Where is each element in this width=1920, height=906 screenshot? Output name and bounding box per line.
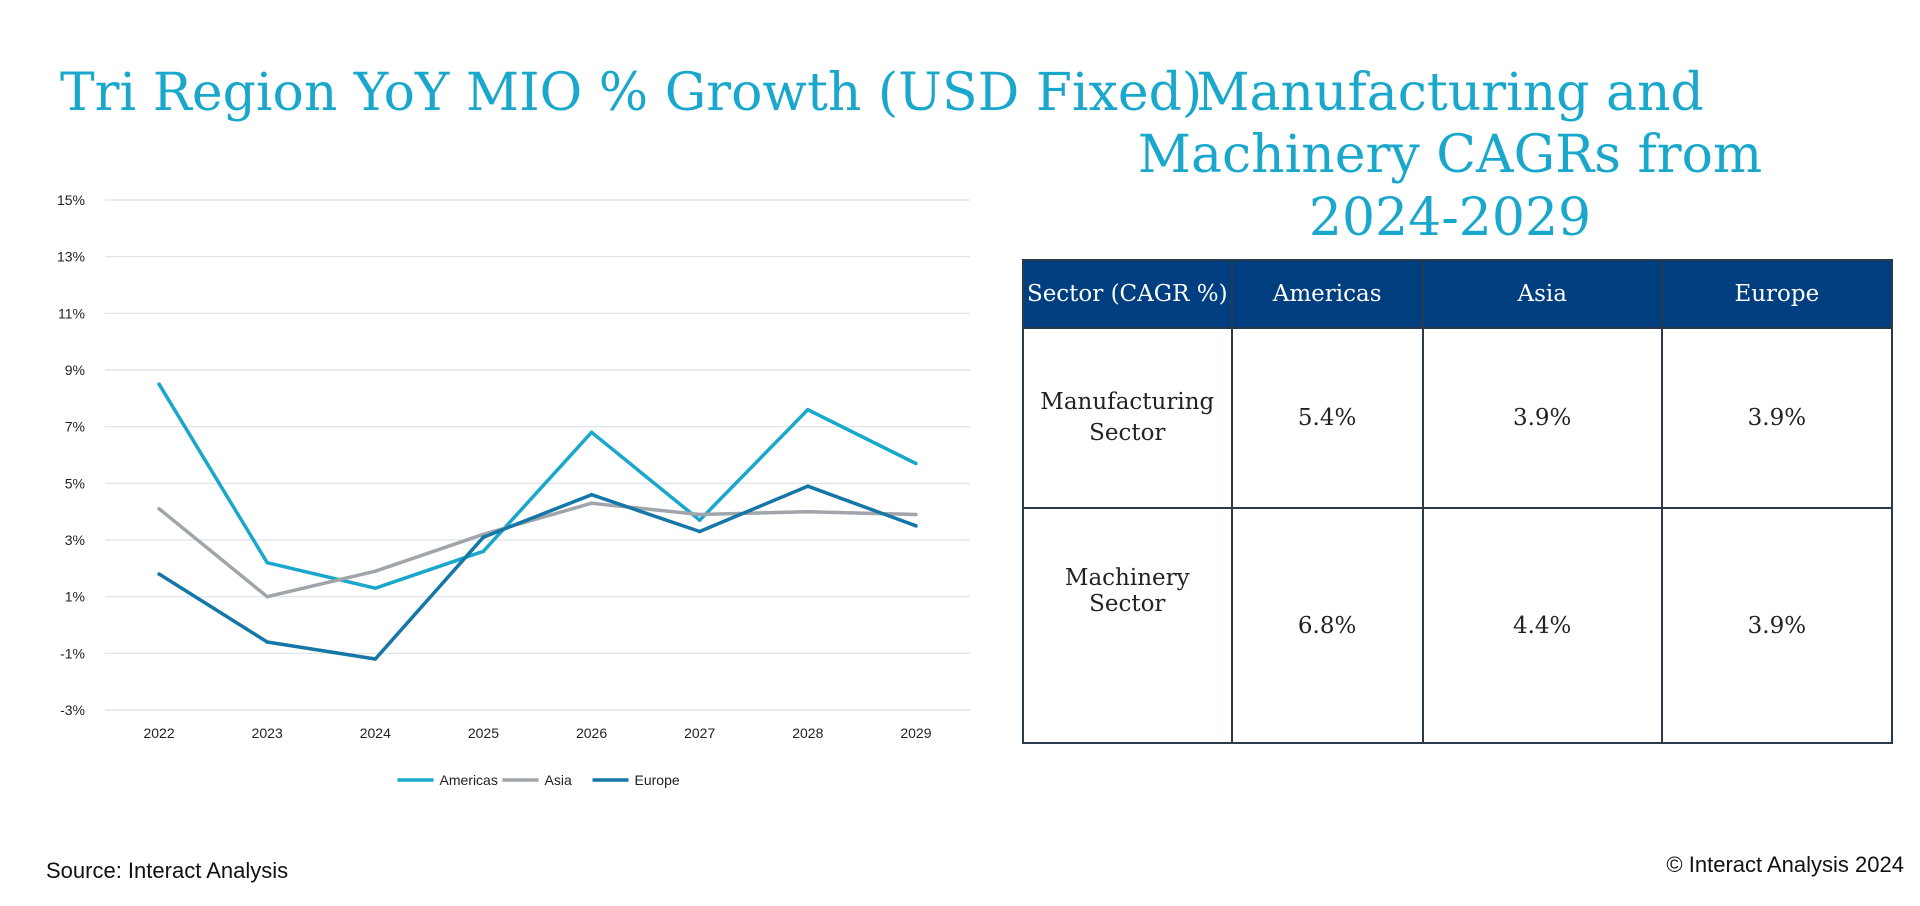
y-tick-label: 1% bbox=[65, 589, 85, 605]
series-line-asia bbox=[157, 501, 916, 599]
data-point bbox=[373, 569, 378, 573]
sector-label: Manufacturing Sector bbox=[1040, 388, 1215, 446]
data-point bbox=[806, 484, 810, 488]
data-point bbox=[481, 549, 486, 554]
series-line-europe bbox=[158, 484, 917, 661]
data-point bbox=[481, 535, 486, 539]
y-tick-label: 5% bbox=[65, 475, 85, 491]
data-point bbox=[157, 382, 161, 386]
table-row-manufacturing: Manufacturing Sector 5.4% 3.9% 3.9% bbox=[1022, 327, 1894, 509]
chart-title: Tri Region YoY MIO % Growth (USD Fixed) bbox=[60, 63, 1203, 123]
data-point bbox=[914, 461, 918, 466]
y-tick-label: -1% bbox=[60, 645, 85, 661]
data-point bbox=[265, 640, 269, 644]
y-tick-label: 3% bbox=[65, 532, 85, 548]
cell-europe: 3.9% bbox=[1660, 327, 1894, 509]
x-tick-label: 2024 bbox=[360, 725, 391, 741]
legend-label: Americas bbox=[440, 772, 498, 788]
cagr-table: Sector (CAGR %) Americas Asia Europe Man… bbox=[1022, 259, 1894, 744]
chart-series bbox=[157, 382, 918, 661]
chart-gridlines bbox=[105, 199, 970, 711]
y-tick-label: 9% bbox=[65, 362, 85, 378]
data-point bbox=[157, 507, 161, 511]
data-point bbox=[373, 586, 378, 590]
table-row-machinery: Machinery Sector 6.8% 4.4% 3.9% bbox=[1022, 507, 1894, 744]
x-axis-labels: 2022 2023 2024 2025 2026 2027 2028 2029 bbox=[143, 725, 931, 741]
y-tick-label: 15% bbox=[57, 192, 85, 208]
x-tick-label: 2029 bbox=[900, 725, 931, 741]
data-point bbox=[265, 594, 269, 599]
legend-label: Europe bbox=[635, 772, 680, 788]
data-point bbox=[914, 524, 918, 528]
data-point bbox=[697, 529, 702, 534]
legend-label: Asia bbox=[545, 772, 572, 788]
y-axis-labels: 15% 13% 11% 9% 7% 5% 3% 1% -1% -3% bbox=[57, 192, 85, 718]
x-tick-label: 2022 bbox=[143, 725, 174, 741]
cell-europe: 3.9% bbox=[1660, 507, 1894, 744]
series-line-americas bbox=[157, 383, 917, 590]
source-note: Source: Interact Analysis bbox=[46, 858, 289, 883]
y-tick-label: 11% bbox=[58, 305, 85, 321]
cell-americas: 5.4% bbox=[1230, 327, 1424, 509]
data-point bbox=[589, 492, 594, 497]
header-europe: Europe bbox=[1660, 259, 1894, 329]
x-tick-label: 2026 bbox=[576, 725, 607, 741]
header-americas: Americas bbox=[1230, 259, 1424, 329]
data-point bbox=[697, 518, 702, 522]
cell-sector: Machinery Sector bbox=[1022, 507, 1233, 744]
data-point bbox=[697, 512, 702, 517]
data-point bbox=[914, 512, 918, 517]
y-tick-label: -3% bbox=[60, 702, 85, 718]
x-tick-label: 2027 bbox=[684, 725, 715, 741]
y-tick-label: 13% bbox=[57, 249, 85, 265]
header-sector: Sector (CAGR %) bbox=[1022, 259, 1233, 329]
data-point bbox=[265, 560, 269, 565]
header-asia: Asia bbox=[1421, 259, 1663, 329]
y-tick-label: 7% bbox=[65, 419, 85, 435]
table-header-row: Sector (CAGR %) Americas Asia Europe bbox=[1022, 259, 1894, 329]
data-point bbox=[589, 430, 594, 435]
x-tick-label: 2028 bbox=[792, 725, 823, 741]
cell-sector: Manufacturing Sector bbox=[1022, 327, 1233, 509]
cell-asia: 3.9% bbox=[1421, 327, 1663, 509]
cell-asia: 4.4% bbox=[1421, 507, 1663, 744]
data-point bbox=[589, 501, 594, 505]
data-point bbox=[806, 509, 810, 514]
data-point bbox=[806, 407, 810, 412]
x-tick-label: 2023 bbox=[252, 725, 283, 741]
x-tick-label: 2025 bbox=[468, 725, 499, 741]
table-title: Manufacturing and Machinery CAGRs from 2… bbox=[1137, 63, 1763, 248]
data-point bbox=[157, 572, 161, 576]
line-chart: 15%13%11%9%7%5%3%1%-1%-3% 2022 2023 2024 20… bbox=[57, 192, 970, 788]
copyright-note: © Interact Analysis 2024 bbox=[1666, 852, 1904, 877]
cell-americas: 6.8% bbox=[1230, 507, 1424, 744]
chart-legend: Americas Asia Europe bbox=[397, 772, 680, 788]
data-point bbox=[373, 657, 378, 661]
